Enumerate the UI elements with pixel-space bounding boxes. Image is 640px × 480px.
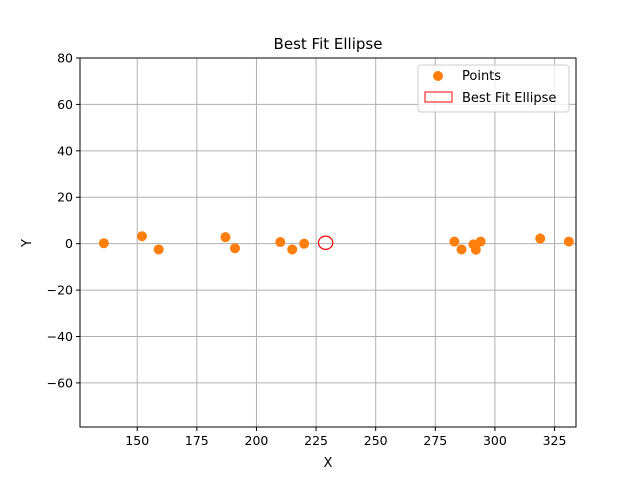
x-tick-label: 300 <box>483 433 507 448</box>
data-point <box>475 236 486 247</box>
x-tick-label: 325 <box>543 433 567 448</box>
legend-box <box>417 64 570 113</box>
y-tick-label: −60 <box>47 375 73 390</box>
x-tick-label: 150 <box>125 433 149 448</box>
data-point <box>456 244 467 255</box>
data-point <box>98 238 109 249</box>
x-tick-label: 200 <box>245 433 269 448</box>
plot-marks <box>98 231 574 255</box>
legend-ellipse-label: Best Fit Ellipse <box>462 91 556 106</box>
data-point <box>230 243 240 254</box>
x-tick-label: 275 <box>423 433 447 448</box>
chart-title: Best Fit Ellipse <box>274 35 383 53</box>
x-tick-label: 250 <box>364 433 388 448</box>
y-tick-label: 60 <box>57 97 73 112</box>
data-point <box>563 236 574 247</box>
best-fit-ellipse <box>317 235 334 250</box>
y-tick-label: −20 <box>47 283 73 298</box>
y-tick-label: −40 <box>47 329 73 344</box>
y-tick-label: 20 <box>57 190 73 205</box>
data-point <box>275 237 286 248</box>
y-axis-label: Y <box>20 239 35 248</box>
data-point <box>470 244 481 255</box>
x-tick-label: 175 <box>185 433 209 448</box>
data-point <box>153 244 164 255</box>
legend-ellipse-marker <box>424 91 453 103</box>
data-point <box>287 244 298 255</box>
legend: Points Best Fit Ellipse <box>417 64 570 113</box>
grid <box>80 57 576 427</box>
data-point <box>299 238 310 249</box>
plot-frame <box>79 57 577 428</box>
y-tick-label: 80 <box>57 51 73 66</box>
data-point <box>449 236 460 247</box>
legend-points-marker <box>433 71 443 81</box>
y-tick-label: 0 <box>65 236 73 251</box>
legend-points-label: Points <box>462 69 501 84</box>
data-point <box>535 233 546 244</box>
x-axis-label: X <box>324 456 333 471</box>
x-tick-label: 225 <box>304 433 328 448</box>
axis-ticks: 150 175 200 225 250 275 300 325806040200−20−40−… <box>47 51 567 449</box>
y-tick-label: 40 <box>57 143 73 158</box>
data-point <box>137 231 147 242</box>
data-point <box>220 232 231 243</box>
